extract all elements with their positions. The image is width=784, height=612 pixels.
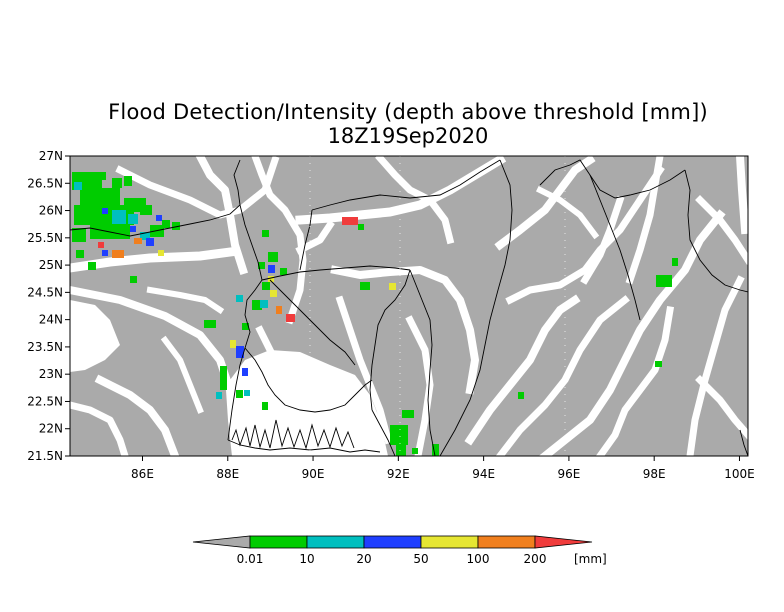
- lon-tick-label: 92E: [387, 467, 410, 481]
- lon-tick-label: 86E: [131, 467, 154, 481]
- delta-coastline: [231, 419, 355, 450]
- flood-pixels: [72, 172, 678, 456]
- no-data-streaks: [70, 156, 748, 456]
- lat-tick-label: 24.5N: [27, 285, 63, 299]
- map-frame: [69, 155, 749, 457]
- lat-tick-label: 24N: [39, 313, 63, 327]
- lat-tick-label: 25.5N: [27, 231, 63, 245]
- lon-tick-label: 88E: [216, 467, 239, 481]
- lat-tick-label: 27N: [39, 149, 63, 163]
- lat-tick-label: 26N: [39, 204, 63, 218]
- lon-tick-label: 94E: [472, 467, 495, 481]
- legend-color-box: [420, 535, 479, 549]
- latitude-axis: 27N 26.5N 26N 25.5N 25N 24.5N 24N 23.5N 23N 22.5N…: [27, 149, 70, 463]
- lat-tick-label: 22N: [39, 422, 63, 436]
- legend-tick-label: 50: [413, 552, 428, 566]
- bay-area: [230, 350, 388, 456]
- lon-tick-label: 96E: [557, 467, 580, 481]
- legend-tick-label: 200: [524, 552, 547, 566]
- lon-tick-label: 90E: [302, 467, 325, 481]
- lon-tick-label: 98E: [643, 467, 666, 481]
- legend-unit-label: [mm]: [574, 552, 607, 566]
- lat-tick-label: 22.5N: [27, 394, 63, 408]
- legend-tick-label: 10: [299, 552, 314, 566]
- lat-tick-label: 23.5N: [27, 340, 63, 354]
- legend-low-triangle: [192, 535, 251, 549]
- legend-labels: 0.01 10 20 50 100 200: [237, 552, 547, 566]
- boundaries: [70, 159, 748, 456]
- legend-color-box: [249, 535, 308, 549]
- longitude-axis: 86E 88E 90E 92E 94E 96E 98E 100E: [131, 456, 755, 481]
- legend-high-triangle: [534, 535, 593, 549]
- legend-tick-label: 100: [467, 552, 490, 566]
- lat-tick-label: 26.5N: [27, 176, 63, 190]
- map-title: Flood Detection/Intensity (depth above t…: [108, 100, 708, 124]
- lat-tick-label: 21.5N: [27, 449, 63, 463]
- lon-tick-label: 100E: [724, 467, 755, 481]
- legend-color-boxes: [192, 535, 593, 549]
- legend-tick-label: 0.01: [237, 552, 264, 566]
- map-subtitle: 18Z19Sep2020: [327, 124, 489, 148]
- legend-color-box: [477, 535, 536, 549]
- lat-tick-label: 23N: [39, 367, 63, 381]
- white-patch: [70, 300, 120, 372]
- map-raster: [70, 156, 748, 456]
- grid-lines: [309, 156, 566, 456]
- legend-color-box: [363, 535, 422, 549]
- legend-tick-label: 20: [356, 552, 371, 566]
- legend-color-box: [306, 535, 365, 549]
- lat-tick-label: 25N: [39, 258, 63, 272]
